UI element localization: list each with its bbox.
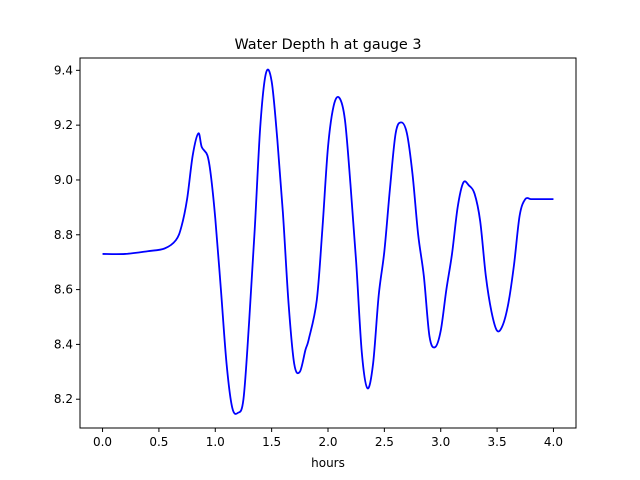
y-tick-label: 9.2 — [54, 118, 73, 132]
x-tick-label: 0.0 — [93, 435, 112, 449]
y-tick-label: 9.4 — [54, 63, 73, 77]
plot-frame — [79, 57, 577, 429]
y-tick-label: 8.8 — [54, 228, 73, 242]
y-tick-label: 8.2 — [54, 392, 73, 406]
series-line — [102, 68, 554, 415]
x-axis-label: hours — [311, 456, 345, 470]
x-tick-label: 3.0 — [431, 435, 450, 449]
y-tick-label: 8.4 — [54, 337, 73, 351]
x-tick-label: 0.5 — [149, 435, 168, 449]
x-tick-label: 2.0 — [318, 435, 337, 449]
x-tick-label: 4.0 — [544, 435, 563, 449]
x-axis: 0.0 0.5 1.0 1.5 2.0 2.5 3.0 3.5 4.0 — [93, 428, 563, 449]
y-tick-label: 9.0 — [54, 173, 73, 187]
chart-title: Water Depth h at gauge 3 — [234, 37, 421, 53]
y-axis: 8.2 8.4 8.6 8.8 9.0 9.2 9.4 — [54, 63, 80, 406]
plot-area — [102, 68, 554, 415]
x-tick-label: 3.5 — [488, 435, 507, 449]
x-tick-label: 2.5 — [375, 435, 394, 449]
y-tick-label: 8.6 — [54, 283, 73, 297]
x-tick-label: 1.5 — [262, 435, 281, 449]
x-tick-label: 1.0 — [206, 435, 225, 449]
